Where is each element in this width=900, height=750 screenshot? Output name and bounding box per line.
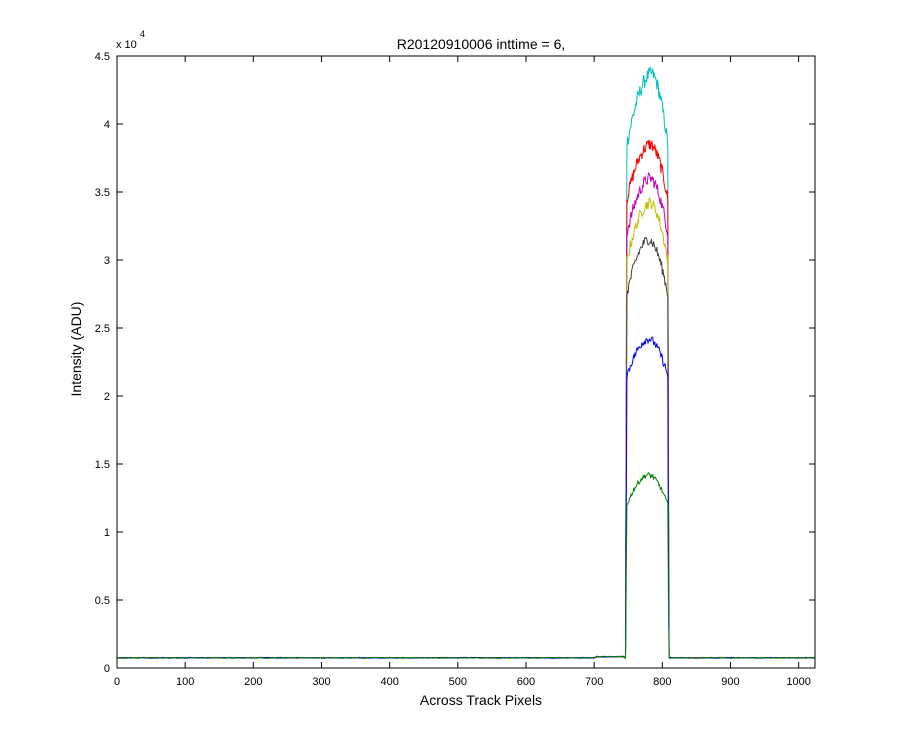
x-tick-label: 800: [653, 676, 671, 688]
x-tick-label: 400: [380, 676, 398, 688]
y-scale-label: x 10: [116, 39, 137, 51]
axes-background: [117, 56, 815, 668]
x-tick-label: 100: [176, 676, 194, 688]
y-tick-label: 2.5: [95, 323, 110, 335]
series-line-7: [116, 471, 815, 659]
y-tick-label: 4.5: [95, 51, 110, 63]
x-tick-label: 700: [585, 676, 603, 688]
x-tick-label: 600: [517, 676, 535, 688]
x-tick-label: 500: [449, 676, 467, 688]
y-tick-label: 0.5: [95, 595, 110, 607]
y-tick-label: 0: [104, 663, 110, 675]
chart-title: R20120910006 inttime = 6,: [397, 36, 566, 52]
x-ticks: 0 100 200 300 400 500 600 700 800 900 1000: [114, 56, 811, 688]
y-tick-label: 3.5: [95, 187, 110, 199]
y-tick-label: 3: [104, 255, 110, 267]
y-tick-label: 1.5: [95, 459, 110, 471]
series-layer: [116, 66, 815, 659]
y-tick-label: 4: [104, 119, 110, 131]
y-scale-exponent: 4: [140, 29, 145, 39]
x-tick-label: 1000: [786, 676, 810, 688]
y-scale-multiplier: x 10 4: [116, 29, 145, 51]
plot-area: 0 100 200 300 400 500 600 700 800 900 1000 0 0.5 1 1.…: [95, 51, 816, 688]
axes-box: [116, 55, 816, 669]
x-axis-label: Across Track Pixels: [420, 692, 542, 708]
y-ticks: 0 0.5 1 1.5 2 2.5 3 3.5 4 4.5: [95, 51, 815, 675]
y-tick-label: 1: [104, 527, 110, 539]
y-axis-label: Intensity (ADU): [68, 302, 84, 397]
x-tick-label: 900: [721, 676, 739, 688]
x-tick-label: 0: [114, 676, 120, 688]
x-tick-label: 300: [312, 676, 330, 688]
x-tick-label: 200: [244, 676, 262, 688]
y-tick-label: 2: [104, 391, 110, 403]
